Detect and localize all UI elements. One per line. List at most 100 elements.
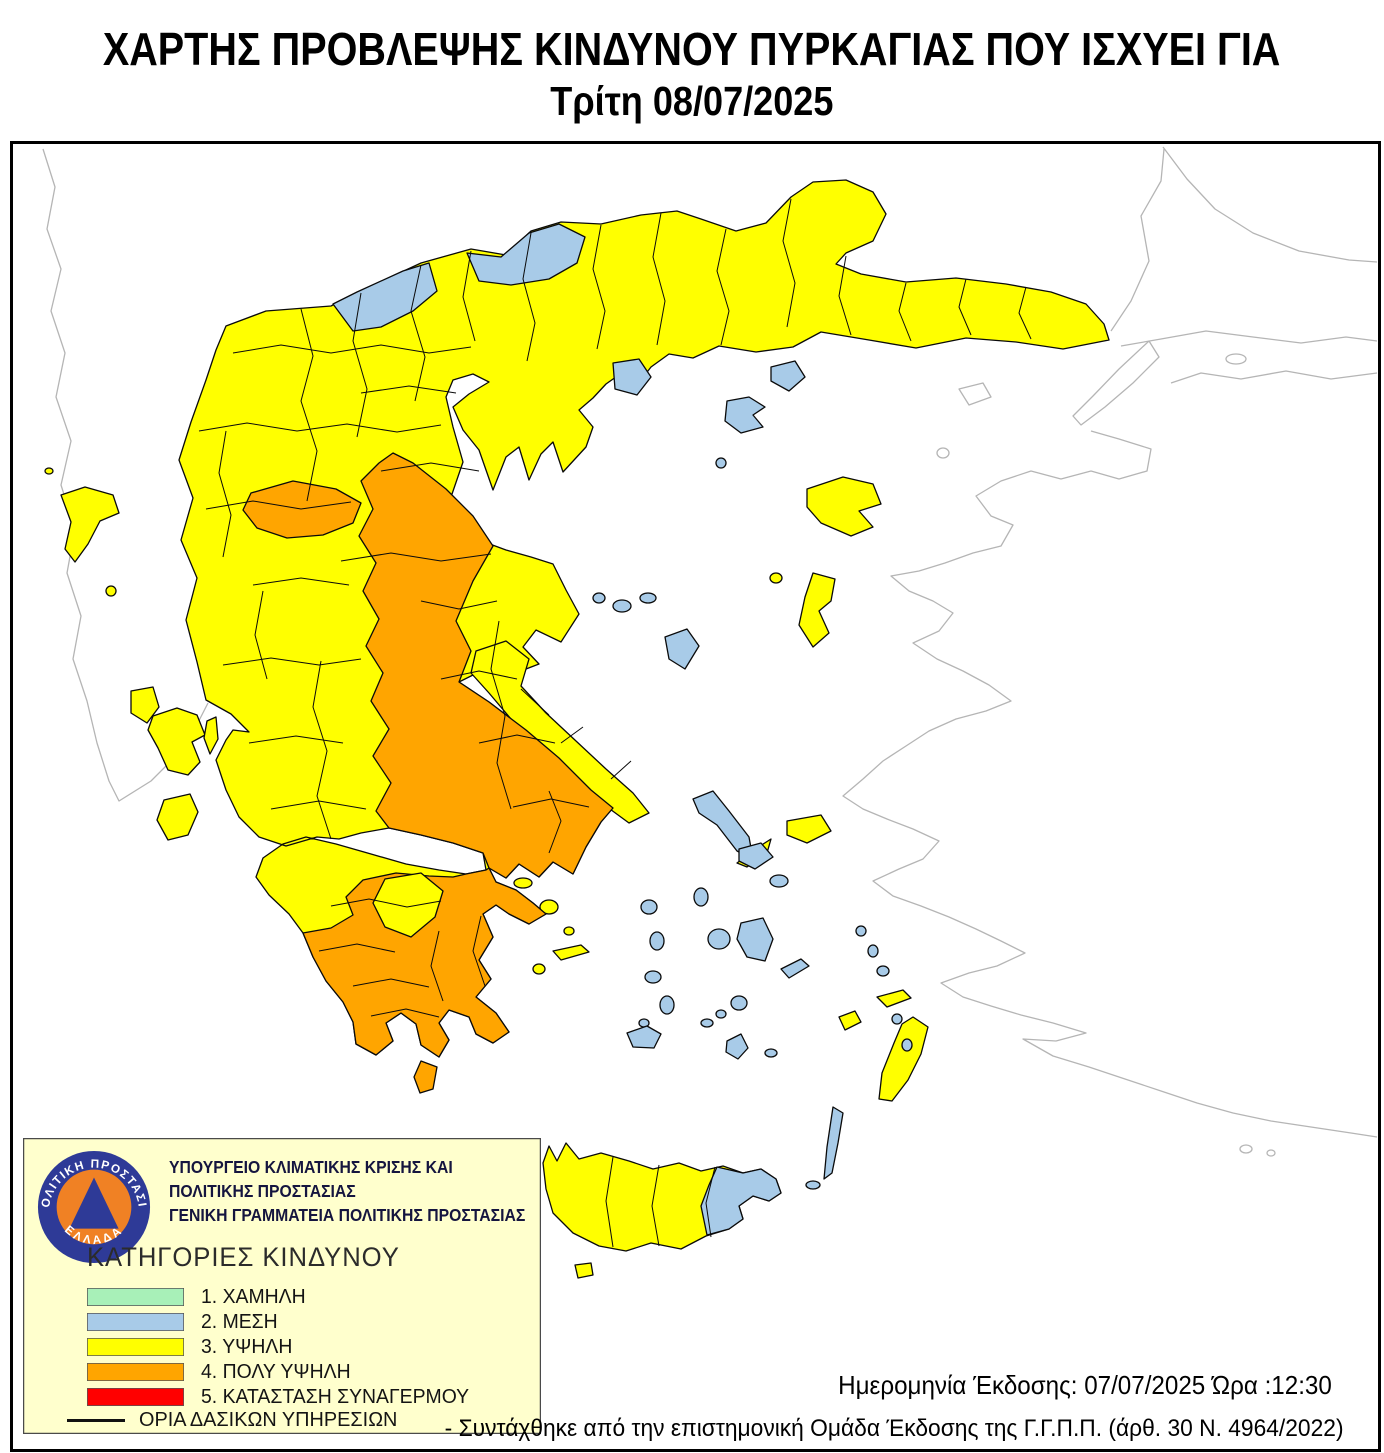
island-skopelos — [612, 599, 632, 613]
legend-swatch-medium — [87, 1313, 184, 1331]
map-title-date: Τρίτη 08/07/2025 — [550, 78, 834, 124]
island-kasos — [805, 1180, 821, 1190]
legend-row-medium: 2. ΜΕΣΗ — [87, 1311, 280, 1333]
island-serifos — [644, 970, 662, 984]
island-kos — [876, 989, 912, 1008]
logo-triangle-icon — [69, 1177, 119, 1229]
neighbor-coastlines — [42, 146, 1378, 1157]
page-title: ΧΑΡΤΗΣ ΠΡΟΒΛΕΨΗΣ ΚΙΝΔΥΝΟΥ ΠΥΡΚΑΓΙΑΣ ΠΟΥ … — [0, 0, 1384, 141]
legend-swatch-low — [87, 1288, 184, 1306]
island-tenedos — [936, 447, 950, 459]
regions-risk-medium — [332, 223, 913, 1236]
forest-service-boundaries — [198, 198, 1032, 1248]
island-kefalonia — [147, 707, 206, 776]
legend-title: ΚΑΤΗΓΟΡΙΕΣ ΚΙΝΔΥΝΟΥ — [87, 1242, 400, 1272]
coastline-gallipoli — [1072, 340, 1160, 426]
legend-row-boundaries: ΟΡΙΑ ΔΑΣΙΚΩΝ ΥΠΗΡΕΣΙΩΝ — [67, 1408, 405, 1432]
island-ios — [730, 995, 748, 1011]
island-leros — [867, 944, 879, 958]
map-frame: ΠΟΛΙΤΙΚΗ ΠΡΟΣΤΑΣΙΑ ΕΛΛΑΔΑ ΥΠΟΥΡΓΕΙΟ ΚΛΙΜ… — [10, 141, 1381, 1452]
legend-swatch-alarm — [87, 1388, 184, 1406]
island-paxoi — [105, 585, 117, 597]
legend-row-low: 1. ΧΑΜΗΛΗ — [87, 1285, 309, 1308]
boundaries-north — [198, 198, 1032, 510]
legend-box: ΠΟΛΙΤΙΚΗ ΠΡΟΣΤΑΣΙΑ ΕΛΛΑΔΑ ΥΠΟΥΡΓΕΙΟ ΚΛΙΜ… — [23, 1138, 541, 1434]
island-limnos — [724, 396, 766, 434]
island-thassos — [612, 358, 652, 396]
island-marmara — [1225, 353, 1247, 365]
island-tilos — [901, 1038, 913, 1052]
island-milos — [626, 1025, 662, 1049]
island-poros — [563, 926, 575, 936]
island-zakynthos — [156, 793, 199, 841]
island-agios-efstratios — [715, 457, 727, 469]
island-samos — [786, 814, 832, 844]
island-lefkada — [130, 686, 160, 724]
islet-se2 — [1266, 1149, 1276, 1157]
ministry-line2: ΠΟΛΙΤΙΚΗΣ ΠΡΟΣΤΑΣΙΑΣ — [169, 1180, 356, 1201]
island-imbros — [958, 382, 992, 406]
legend-label-alarm: 5. ΚΑΤΑΣΤΑΣΗ ΣΥΝΑΓΕΡΜΟΥ — [201, 1385, 470, 1408]
island-anafi — [764, 1048, 778, 1058]
regions-risk-very-high — [242, 452, 614, 1094]
island-gavdos — [574, 1262, 594, 1279]
regions-risk-high — [44, 179, 1110, 1279]
greece-fire-risk-map — [42, 146, 1378, 1279]
island-spetses — [532, 963, 546, 975]
island-skyros — [664, 628, 700, 670]
region-karditsa — [242, 480, 362, 539]
island-tinos — [738, 842, 774, 870]
island-mykonos — [769, 874, 789, 888]
legend-row-alarm: 5. ΚΑΤΑΣΤΑΣΗ ΣΥΝΑΓΕΡΜΟΥ — [87, 1385, 477, 1408]
island-samothrace — [770, 360, 806, 392]
boundaries-peloponnese-crete — [318, 898, 716, 1248]
island-skiathos — [592, 592, 606, 604]
island-amorgos — [780, 958, 810, 979]
island-othonoi — [44, 467, 54, 475]
ministry-line3: ΓΕΝΙΚΗ ΓΡΑΜΜΑΤΕΙΑ ΠΟΛΙΤΙΚΗΣ ΠΡΟΣΤΑΣΙΑΣ — [169, 1204, 526, 1225]
regions-risk-high-inner — [372, 872, 444, 938]
legend-label-high: 3. ΥΨΗΛΗ — [201, 1335, 293, 1358]
island-syros — [693, 887, 709, 907]
island-kalymnos — [876, 965, 890, 977]
legend-row-high: 3. ΥΨΗΛΗ — [87, 1335, 295, 1358]
ministry-line1: ΥΠΟΥΡΓΕΙΟ ΚΛΙΜΑΤΙΚΗΣ ΚΡΙΣΗΣ ΚΑΙ — [169, 1157, 453, 1177]
region-arcadia-east — [372, 872, 444, 938]
coastline-marmara-south — [1170, 370, 1378, 384]
island-alonissos — [639, 592, 657, 604]
legend-swatch-very-high — [87, 1363, 184, 1381]
island-psara — [769, 572, 783, 584]
island-karpathos — [823, 1106, 844, 1180]
legend-swatch-high — [87, 1338, 184, 1356]
island-sifnos — [659, 995, 675, 1015]
ministry-name: ΥΠΟΥΡΓΕΙΟ ΚΛΙΜΑΤΙΚΗΣ ΚΡΙΣΗΣ ΚΑΙ ΠΟΛΙΤΙΚΗ… — [169, 1156, 526, 1227]
island-salamina — [513, 877, 533, 889]
region-central-greece-attica — [358, 452, 614, 879]
island-folegandros — [700, 1018, 714, 1028]
region-crete-lasithi — [700, 1166, 782, 1236]
coastline-anatolia — [842, 430, 1378, 1138]
issue-date-text: Ημερομηνία Έκδοσης: 07/07/2025 Ώρα :12:3… — [838, 1370, 1332, 1400]
map-title-line1: ΧΑΡΤΗΣ ΠΡΟΒΛΕΨΗΣ ΚΙΝΔΥΝΟΥ ΠΥΡΚΑΓΙΑΣ ΠΟΥ … — [103, 23, 1281, 75]
boundary-line-icon — [67, 1418, 125, 1422]
island-kythnos — [649, 931, 665, 951]
legend-label-very-high: 4. ΠΟΛΥ ΥΨΗΛΗ — [201, 1360, 351, 1383]
border-turkey-evros — [1110, 148, 1165, 332]
civil-protection-logo: ΠΟΛΙΤΙΚΗ ΠΡΟΣΤΑΣΙΑ ΕΛΛΑΔΑ — [35, 1148, 151, 1264]
island-lesbos — [806, 476, 882, 537]
credit-text: - Συντάχθηκε από την επιστημονική Ομάδα … — [445, 1415, 1344, 1442]
legend-row-very-high: 4. ΠΟΛΥ ΥΨΗΛΗ — [87, 1360, 355, 1383]
island-ithaki — [203, 716, 219, 755]
coastline-turkey-blacksea — [1162, 146, 1378, 263]
coastline-albania — [42, 148, 209, 802]
legend-label-boundaries: ΟΡΙΑ ΔΑΣΙΚΩΝ ΥΠΗΡΕΣΙΩΝ — [139, 1408, 398, 1431]
legend-label-low: 1. ΧΑΜΗΛΗ — [201, 1285, 306, 1308]
boundaries-central — [218, 430, 632, 854]
island-nisyros — [891, 1013, 903, 1025]
island-rhodes — [878, 1016, 929, 1102]
island-astypalaia — [838, 1010, 862, 1031]
island-corfu — [60, 486, 120, 563]
coastline-marmara-north — [1120, 330, 1378, 347]
island-kythira — [413, 1060, 438, 1094]
islet-se — [1239, 1144, 1253, 1154]
